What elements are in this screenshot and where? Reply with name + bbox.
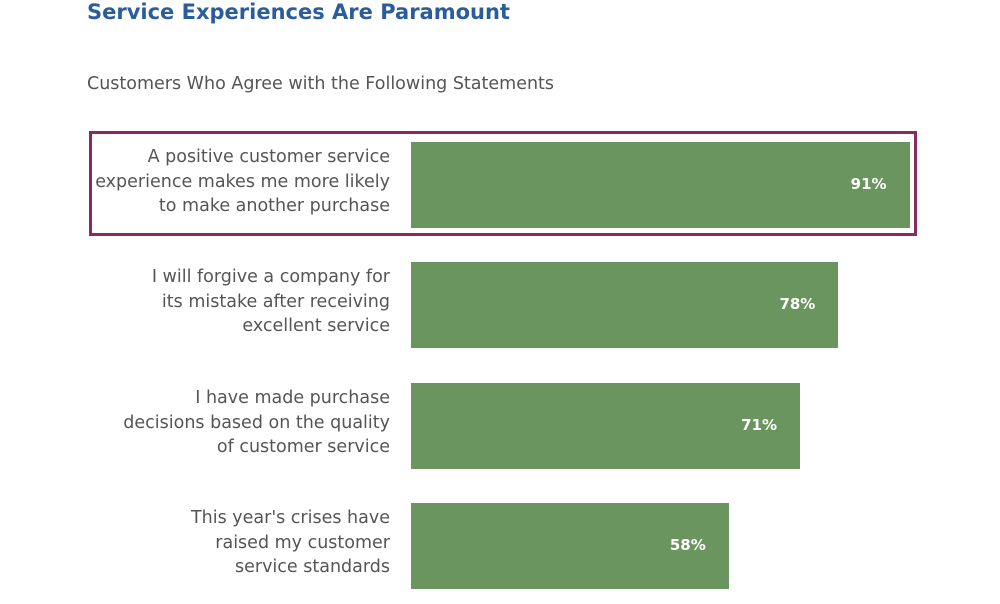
highlight-box xyxy=(89,131,917,236)
bar xyxy=(411,262,839,348)
bar xyxy=(411,142,910,228)
chart-title: Service Experiences Are Paramount xyxy=(87,0,510,24)
category-label-line: service standards xyxy=(235,557,390,577)
category-label: I will forgive a company for its mistake … xyxy=(70,265,390,339)
category-label-line: I will forgive a company for xyxy=(151,267,390,287)
bar xyxy=(411,503,729,589)
category-label: This year's crises have raised my custome… xyxy=(70,506,390,580)
category-label-line: This year's crises have xyxy=(190,508,390,528)
category-label-line: decisions based on the quality xyxy=(123,412,390,433)
category-label-line: to make another purchase xyxy=(158,196,390,216)
category-label-line: its mistake after receiving xyxy=(161,291,390,312)
category-label-line: experience makes me more likely xyxy=(95,171,390,192)
data-label: 91% xyxy=(850,175,887,193)
category-label: I have made purchase decisions based on t… xyxy=(70,386,390,460)
category-label-line: I have made purchase xyxy=(195,388,390,408)
category-label-line: of customer service xyxy=(216,437,390,457)
category-label: A positive customer service experience ma… xyxy=(70,145,390,219)
category-label-line: excellent service xyxy=(242,316,390,336)
bar xyxy=(411,383,801,469)
chart-subtitle: Customers Who Agree with the Following S… xyxy=(87,74,555,94)
category-label-line: raised my customer xyxy=(215,532,390,553)
category-label-line: A positive customer service xyxy=(147,147,390,167)
data-label: 78% xyxy=(779,295,816,313)
data-label: 58% xyxy=(669,536,706,554)
data-label: 71% xyxy=(741,416,777,434)
